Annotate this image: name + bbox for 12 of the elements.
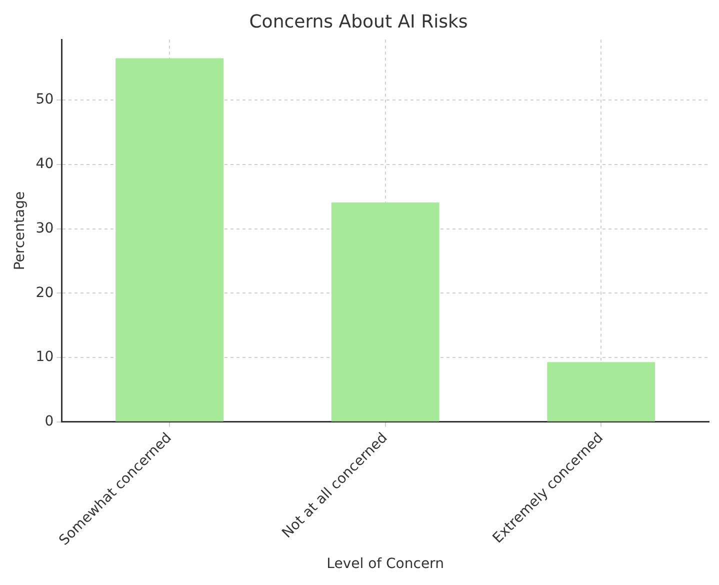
y-tick-label: 50 <box>36 92 54 108</box>
y-tick-label: 30 <box>36 220 54 236</box>
y-tick-label: 40 <box>36 156 54 172</box>
x-axis-title: Level of Concern <box>326 556 444 572</box>
bar <box>547 362 656 422</box>
y-axis-title: Percentage <box>12 191 28 270</box>
chart-title: Concerns About AI Risks <box>249 11 468 32</box>
y-tick-label: 10 <box>36 349 54 366</box>
bar <box>331 202 440 422</box>
y-tick-label: 20 <box>36 284 54 301</box>
bar <box>116 58 224 422</box>
y-tick-label: 0 <box>44 414 54 430</box>
